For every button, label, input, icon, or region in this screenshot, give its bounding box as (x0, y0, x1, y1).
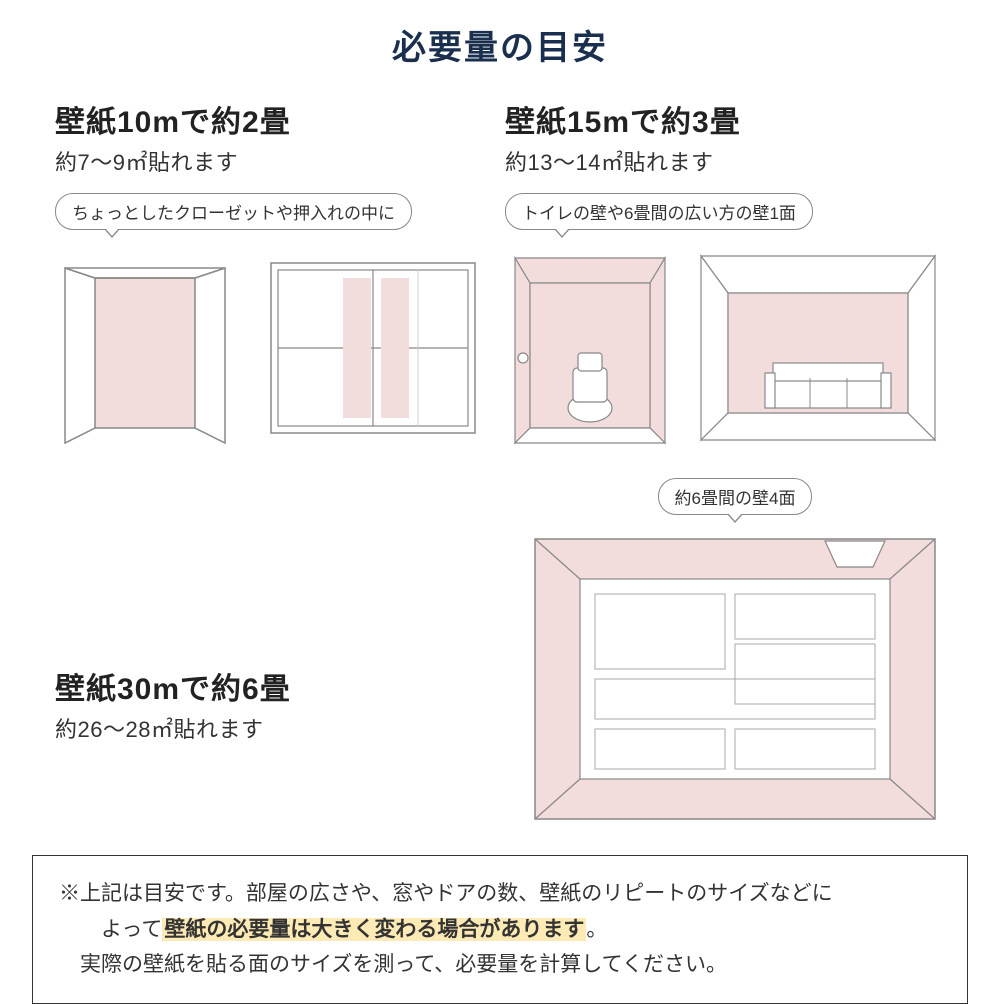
block-10m-tag: ちょっとしたクローゼットや押入れの中に (55, 193, 412, 230)
block-30m-subtitle: 約26～28㎡貼れます (55, 712, 495, 744)
toilet-room-icon (505, 248, 675, 448)
room-6jo-icon (525, 529, 945, 829)
note-line2-post: 。 (586, 918, 607, 941)
block-30m-text: 壁紙30mで約6畳 約26～28㎡貼れます (55, 564, 495, 744)
note-box: ※上記は目安です。部屋の広さや、窓やドアの数、壁紙のリピートのサイズなどに よっ… (32, 855, 968, 1004)
block-10m-subtitle: 約7～9㎡貼れます (55, 145, 495, 177)
note-line1: ※上記は目安です。部屋の広さや、窓やドアの数、壁紙のリピートのサイズなどに (59, 876, 941, 912)
note-line2: よって壁紙の必要量は大きく変わる場合があります。 (59, 912, 941, 948)
note-line2-pre: よって (101, 918, 162, 941)
sliding-closet-icon (253, 248, 493, 448)
block-30m-diagram: 約6畳間の壁4面 (525, 478, 945, 829)
block-30m-tag: 約6畳間の壁4面 (658, 478, 813, 515)
block-15m-diagrams (505, 248, 945, 448)
note-highlight: 壁紙の必要量は大きく変わる場合があります (162, 918, 586, 941)
note-line3-text: 実際の壁紙を貼る面のサイズを測って、必要量を計算してください。 (80, 953, 727, 976)
row-top: 壁紙10mで約2畳 約7～9㎡貼れます ちょっとしたクローゼットや押入れの中に (0, 97, 1000, 448)
page-title: 必要量の目安 (0, 0, 1000, 69)
block-30m-title: 壁紙30mで約6畳 (55, 664, 495, 708)
block-10m: 壁紙10mで約2畳 約7～9㎡貼れます ちょっとしたクローゼットや押入れの中に (55, 97, 495, 448)
block-10m-title: 壁紙10mで約2畳 (55, 97, 495, 141)
block-10m-diagrams (55, 248, 495, 448)
block-15m-tag: トイレの壁や6畳間の広い方の壁1面 (505, 193, 813, 230)
row-bottom: 壁紙30mで約6畳 約26～28㎡貼れます 約6畳間の壁4面 (0, 478, 1000, 829)
note-line3: 実際の壁紙を貼る面のサイズを測って、必要量を計算してください。 (59, 947, 941, 983)
block-15m-title: 壁紙15mで約3畳 (505, 97, 945, 141)
living-wall-icon (693, 248, 943, 448)
block-15m-subtitle: 約13～14㎡貼れます (505, 145, 945, 177)
block-15m: 壁紙15mで約3畳 約13～14㎡貼れます トイレの壁や6畳間の広い方の壁1面 (505, 97, 945, 448)
closet-open-icon (55, 248, 235, 448)
